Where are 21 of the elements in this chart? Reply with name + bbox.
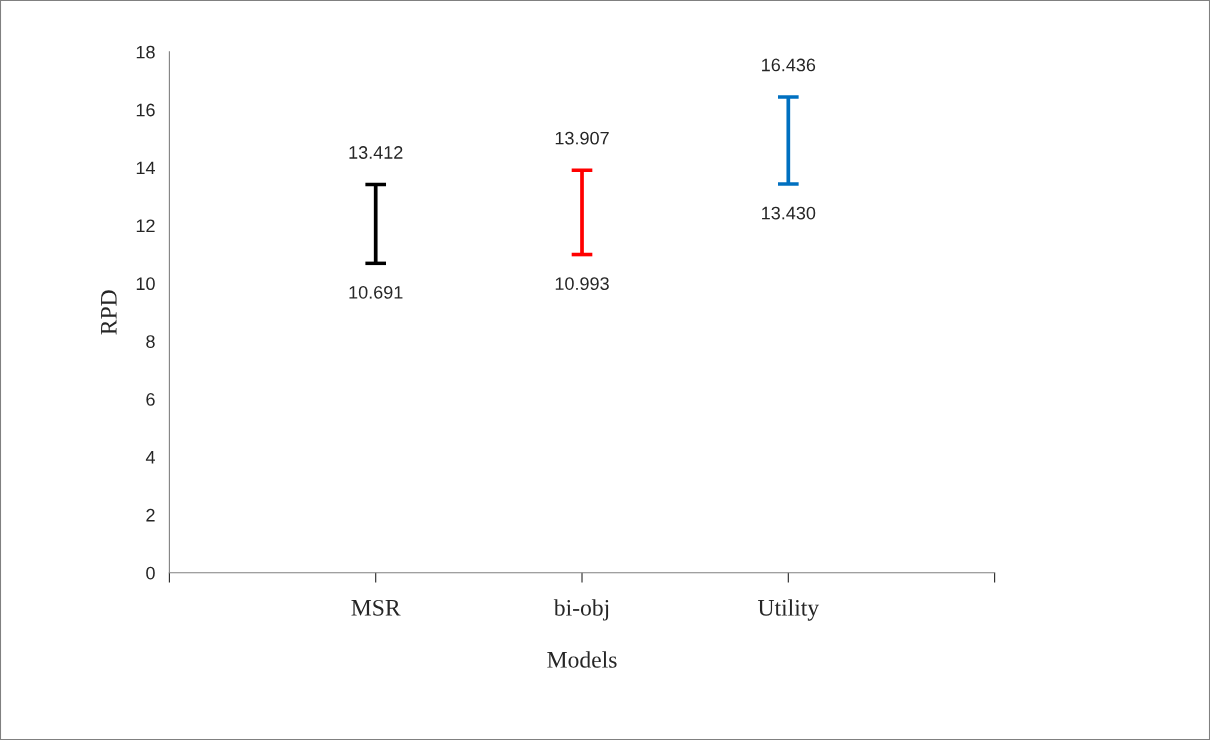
annotation: 16.436 [762,58,816,72]
y-tick-label: 8 [146,335,155,348]
y-tick-label: 12 [136,219,155,232]
annotation: 13.412 [349,146,403,159]
annotation: 10.993 [555,277,609,290]
annotation: 13.430 [762,206,816,220]
annotation: 10.691 [349,285,403,299]
x-tick-label: bi-obj [553,599,609,621]
y-tick-label: 18 [136,45,155,59]
y-tick-label: 4 [145,451,155,464]
y-axis-title: RPD [101,290,117,335]
y-tick-label: 6 [146,393,155,406]
y-tick-label: 10 [136,277,155,291]
y-tick-label: 14 [136,161,155,175]
annotation: 13.907 [555,131,609,145]
x-tick-label: Utility [757,599,820,621]
y-tick-label: 2 [146,508,155,522]
x-tick-label: MSR [351,599,401,616]
x-axis-title: Models [547,651,617,668]
y-tick-label: 16 [136,103,155,117]
y-tick-label: 0 [146,566,155,580]
